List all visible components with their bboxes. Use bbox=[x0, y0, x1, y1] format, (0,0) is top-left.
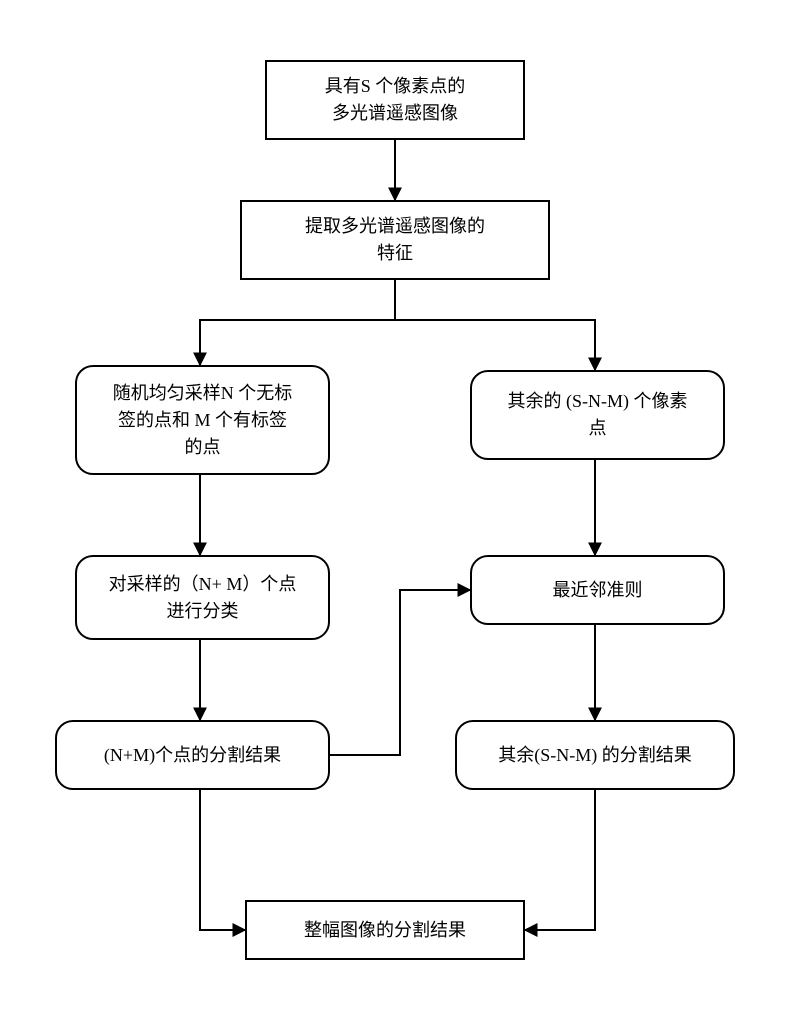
edge-n2-n4 bbox=[395, 280, 595, 370]
flowchart-node-n4: 其余的 (S-N-M) 个像素点 bbox=[470, 370, 725, 460]
flowchart-node-n2: 提取多光谱遥感图像的特征 bbox=[240, 200, 550, 280]
edge-n8-n9 bbox=[525, 790, 595, 930]
flowchart-edges bbox=[0, 0, 800, 1026]
edge-n7-n6 bbox=[330, 590, 470, 755]
flowchart-node-n5: 对采样的（N+ M）个点进行分类 bbox=[75, 555, 330, 640]
flowchart-node-n6: 最近邻准则 bbox=[470, 555, 725, 625]
edge-n2-n3 bbox=[200, 280, 395, 365]
edge-n7-n9 bbox=[200, 790, 245, 930]
flowchart-node-n3: 随机均匀采样N 个无标签的点和 M 个有标签的点 bbox=[75, 365, 330, 475]
flowchart-node-n8: 其余(S-N-M) 的分割结果 bbox=[455, 720, 735, 790]
flowchart-node-n7: (N+M)个点的分割结果 bbox=[55, 720, 330, 790]
flowchart-node-n9: 整幅图像的分割结果 bbox=[245, 900, 525, 960]
flowchart-node-n1: 具有S 个像素点的多光谱遥感图像 bbox=[265, 60, 525, 140]
